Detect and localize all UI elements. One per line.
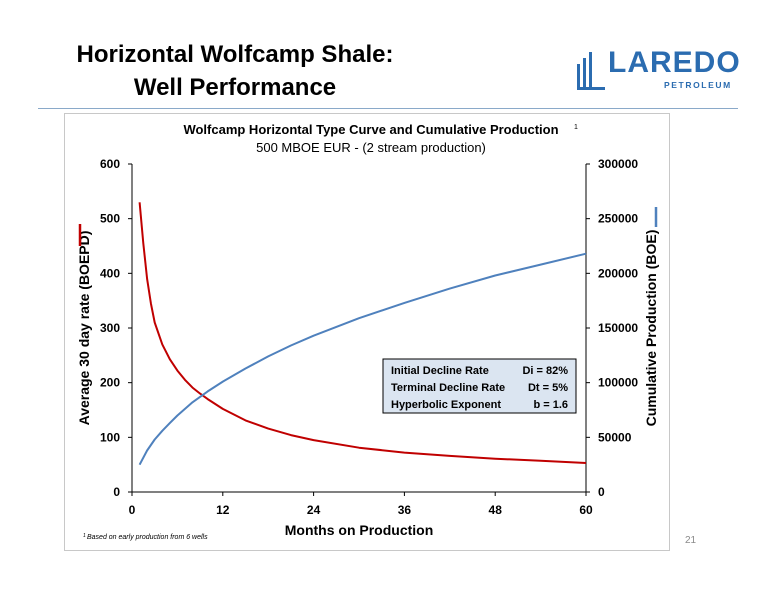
y-left-tick-label: 600 <box>100 157 120 171</box>
y-left-axis-label: Average 30 day rate (BOEPD) <box>76 231 92 426</box>
x-tick-label: 60 <box>579 503 593 517</box>
x-tick-label: 36 <box>398 503 412 517</box>
y-left-tick-label: 100 <box>100 430 120 444</box>
slide-title-line2: Well Performance <box>133 74 337 101</box>
chart-frame: Wolfcamp Horizontal Type Curve and Cumul… <box>64 113 670 551</box>
type-curve-chart: Wolfcamp Horizontal Type Curve and Cumul… <box>76 122 659 541</box>
y-left-tick-label: 300 <box>100 321 120 335</box>
y-right-axis-label: Cumulative Production (BOE) <box>643 230 659 427</box>
decline-param-label: Initial Decline Rate <box>391 365 489 377</box>
cumulative-production-line <box>138 252 587 466</box>
logo-bars-icon <box>577 52 605 90</box>
y-right-tick-label: 100000 <box>598 376 638 390</box>
chart-subtitle: 500 MBOE EUR - (2 stream production) <box>256 140 486 155</box>
decline-param-value: Di = 82% <box>522 365 568 377</box>
x-tick-label: 0 <box>129 503 136 517</box>
x-tick-label: 48 <box>489 503 503 517</box>
y-right-tick-label: 300000 <box>598 157 638 171</box>
y-left-tick-label: 400 <box>100 266 120 280</box>
company-logo: LAREDO PETROLEUM <box>575 46 740 98</box>
y-left-tick-label: 0 <box>113 485 120 499</box>
logo-subtitle: PETROLEUM <box>664 80 732 90</box>
y-right-tick-label: 250000 <box>598 212 638 226</box>
y-right-tick-label: 200000 <box>598 266 638 280</box>
y-right-tick-label: 150000 <box>598 321 638 335</box>
y-right-tick-label: 0 <box>598 485 605 499</box>
chart-title: Wolfcamp Horizontal Type Curve and Cumul… <box>183 122 558 137</box>
logo-wordmark: LAREDO <box>608 46 741 79</box>
decline-param-value: b = 1.6 <box>533 399 568 411</box>
chart-title-superscript: 1 <box>574 124 578 131</box>
decline-param-value: Dt = 5% <box>528 382 568 394</box>
decline-parameters-box <box>382 358 577 414</box>
rate-decline-line <box>138 202 587 464</box>
footnote: Based on early production from 6 wells <box>87 534 208 541</box>
footnote-superscript: 1 <box>83 533 86 539</box>
y-right-tick-label: 50000 <box>598 430 632 444</box>
x-tick-label: 24 <box>307 503 321 517</box>
y-left-tick-label: 500 <box>100 212 120 226</box>
decline-param-label: Terminal Decline Rate <box>391 382 505 394</box>
decline-param-label: Hyperbolic Exponent <box>391 399 501 411</box>
x-tick-label: 12 <box>216 503 230 517</box>
page-number: 21 <box>685 535 697 546</box>
header-divider <box>38 108 738 109</box>
y-left-tick-label: 200 <box>100 376 120 390</box>
slide-title: Horizontal Wolfcamp Shale: Well Performa… <box>0 38 470 104</box>
slide-title-line1: Horizontal Wolfcamp Shale: <box>76 41 394 68</box>
x-axis-label: Months on Production <box>285 522 434 538</box>
